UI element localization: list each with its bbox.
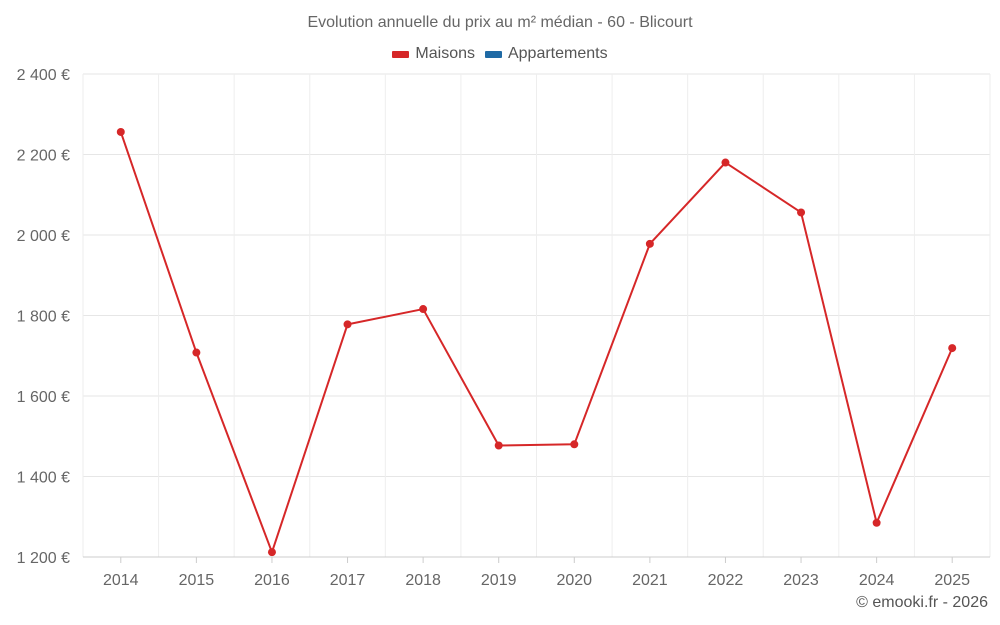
- data-point-maisons: [343, 320, 352, 329]
- data-point-maisons: [267, 548, 276, 557]
- legend-label-appartements: Appartements: [507, 45, 608, 62]
- legend-swatch-maisons: [392, 50, 410, 58]
- x-tick-label: 2020: [556, 572, 592, 589]
- x-tick-label: 2019: [481, 572, 517, 589]
- series-line-maisons: [119, 131, 954, 554]
- legend-item-maisons[interactable]: Maisons: [392, 45, 475, 63]
- x-tick-label: 2017: [330, 572, 366, 589]
- series-layer: [116, 127, 957, 557]
- x-tick-label: 2016: [254, 572, 290, 589]
- y-tick-label: 1 600 €: [17, 389, 70, 406]
- data-point-maisons: [797, 208, 806, 217]
- x-tick-label: 2014: [103, 572, 139, 589]
- y-tick-label: 1 400 €: [17, 470, 70, 487]
- legend: Maisons Appartements: [0, 45, 1000, 63]
- data-point-maisons: [645, 239, 654, 248]
- chart-title: Evolution annuelle du prix au m² médian …: [307, 14, 693, 31]
- data-point-maisons: [948, 344, 957, 353]
- data-point-maisons: [872, 518, 881, 527]
- data-point-maisons: [116, 127, 125, 136]
- y-tick-label: 2 400 €: [17, 67, 70, 84]
- x-tick-label: 2018: [405, 572, 441, 589]
- legend-label-maisons: Maisons: [415, 45, 475, 62]
- legend-item-appartements[interactable]: Appartements: [484, 45, 608, 63]
- data-point-maisons: [419, 305, 428, 314]
- grid: [82, 73, 991, 558]
- y-tick-label: 2 200 €: [17, 148, 70, 165]
- data-point-maisons: [494, 441, 503, 450]
- credit-text: © emooki.fr - 2026: [856, 594, 988, 611]
- x-tick-label: 2025: [934, 572, 970, 589]
- x-tick-label: 2021: [632, 572, 668, 589]
- x-tick-label: 2022: [708, 572, 744, 589]
- data-point-maisons: [192, 348, 201, 357]
- x-tick-label: 2023: [783, 572, 819, 589]
- y-tick-label: 1 800 €: [17, 309, 70, 326]
- x-tick-label: 2024: [859, 572, 895, 589]
- x-tick-label: 2015: [179, 572, 215, 589]
- data-point-maisons: [721, 158, 730, 167]
- axes: 1 200 € 1 400 € 1 600 € 1 800 € 2 000 € 2 200…: [17, 67, 990, 589]
- y-tick-label: 2 000 €: [17, 228, 70, 245]
- data-point-maisons: [570, 440, 579, 449]
- y-tick-label: 1 200 €: [17, 550, 70, 567]
- legend-swatch-appartements: [484, 50, 502, 58]
